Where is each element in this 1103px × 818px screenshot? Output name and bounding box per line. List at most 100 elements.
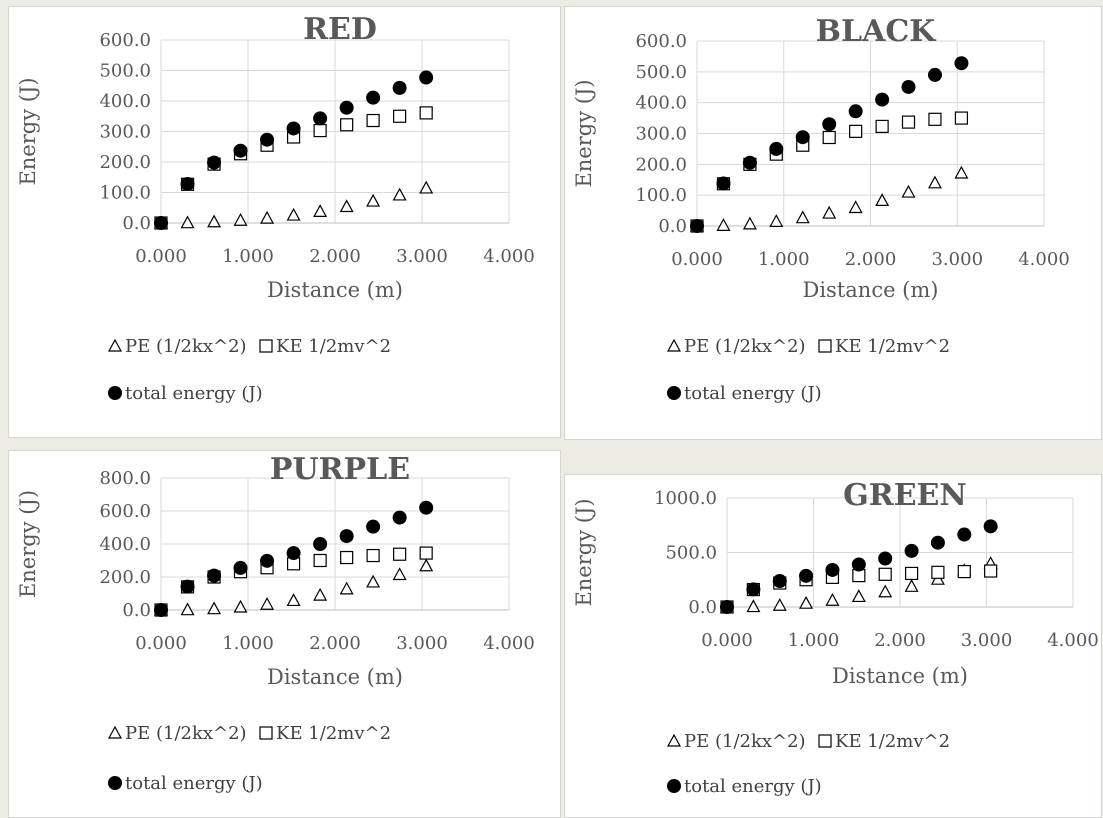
legend: PE (1/2kx^2) KE 1/2mv^2 total energy (J) [107, 723, 391, 794]
total-energy-marker [954, 56, 969, 71]
y-tick-label: 1000.0 [654, 488, 717, 509]
ke-marker [419, 106, 433, 120]
y-tick-label: 100.0 [635, 185, 687, 206]
total-energy-marker [339, 529, 354, 544]
x-tick-label: 4.000 [483, 246, 535, 267]
legend-total-marker [667, 386, 681, 400]
x-tick-label: 0.000 [671, 249, 723, 270]
pe-marker [286, 593, 301, 607]
ke-marker [849, 124, 863, 138]
chart-svg: 0.000 1.000 2.000 3.000 4.000 0.0 200.0 400.0 60… [16, 452, 535, 794]
x-tick-label: 4.000 [1018, 249, 1070, 270]
legend-ke-marker [259, 726, 273, 740]
chart-title: BLACK [816, 14, 937, 49]
pe-marker [366, 193, 381, 207]
pe-marker [904, 579, 919, 592]
legend-ke-label: KE 1/2mv^2 [276, 336, 391, 357]
pe-marker [207, 214, 222, 228]
chart-svg: 0.000 1.000 2.000 3.000 4.000 0.0 500.0 1000.0 G… [572, 478, 1099, 797]
series-pe [153, 180, 434, 229]
pe-marker [799, 595, 814, 609]
x-tick-label: 4.000 [483, 633, 535, 654]
legend-total-label: total energy (J) [684, 776, 822, 797]
total-energy-marker [825, 562, 840, 577]
y-tick-label: 600.0 [99, 501, 151, 522]
x-tick-label: 1.000 [222, 246, 274, 267]
pe-marker [286, 207, 301, 221]
legend-total: total energy (J) [108, 383, 263, 404]
chart-panel-black: 0.000 1.000 2.000 3.000 4.000 0.0 100.0 200.0 30… [564, 6, 1102, 440]
ke-marker [984, 564, 998, 578]
legend-pe-marker [666, 733, 682, 747]
y-tick-label: 400.0 [635, 93, 687, 114]
pe-marker [419, 180, 434, 194]
x-tick-label: 3.000 [396, 246, 448, 267]
ke-marker [393, 547, 407, 561]
series-total-energy [154, 70, 434, 230]
x-tick-label: 0.000 [135, 633, 187, 654]
total-energy-marker [927, 67, 942, 82]
x-tick-label: 1.000 [788, 630, 840, 651]
legend-ke-marker [818, 339, 832, 353]
legend-pe-label: PE (1/2kx^2) [125, 336, 247, 357]
y-tick-label: 0.0 [122, 213, 151, 234]
ke-marker [878, 567, 892, 581]
total-energy-marker [746, 582, 761, 597]
chart-panel-green: 0.000 1.000 2.000 3.000 4.000 0.0 500.0 1000.0 G… [564, 474, 1102, 818]
y-axis-label: Energy (J) [572, 79, 596, 187]
pe-marker [848, 200, 863, 214]
x-tick-label: 2.000 [874, 630, 926, 651]
y-tick-label: 100.0 [99, 183, 151, 204]
series-pe [689, 165, 969, 232]
pe-marker [339, 581, 354, 595]
total-energy-marker [207, 155, 222, 170]
total-energy-marker [720, 600, 734, 614]
pe-marker [954, 165, 969, 179]
total-energy-marker [339, 100, 354, 115]
legend-pe-label: PE (1/2kx^2) [684, 731, 806, 752]
ke-marker [393, 109, 407, 123]
pe-marker [392, 187, 407, 201]
total-energy-marker [799, 568, 814, 583]
total-energy-marker [742, 155, 757, 170]
y-tick-label: 500.0 [665, 543, 717, 564]
legend-ke: KE 1/2mv^2 [259, 336, 391, 357]
legend-total-label: total energy (J) [684, 383, 822, 404]
pe-marker [260, 210, 275, 224]
x-tick-label: 0.000 [135, 246, 187, 267]
ke-marker [340, 118, 354, 132]
series-ke [720, 564, 998, 614]
x-axis-label: Distance (m) [803, 278, 939, 302]
x-tick-label: 1.000 [758, 249, 810, 270]
chart-title: PURPLE [270, 452, 410, 487]
legend-pe: PE (1/2kx^2) [666, 731, 806, 752]
pe-marker [207, 601, 222, 615]
legend-ke: KE 1/2mv^2 [818, 731, 950, 752]
legend: PE (1/2kx^2) KE 1/2mv^2 total energy (J) [666, 336, 950, 404]
pe-marker [313, 587, 328, 601]
legend-pe: PE (1/2kx^2) [107, 723, 247, 744]
y-tick-label: 500.0 [635, 62, 687, 83]
legend-ke-label: KE 1/2mv^2 [835, 336, 950, 357]
total-energy-marker [154, 216, 168, 230]
series-pe [153, 558, 434, 616]
pe-marker [260, 596, 275, 610]
total-energy-marker [286, 121, 301, 136]
pe-marker [875, 193, 890, 207]
y-tick-label: 600.0 [99, 30, 151, 51]
pe-marker [366, 574, 381, 588]
pe-marker [769, 214, 784, 227]
pe-marker [851, 589, 866, 603]
legend-ke-label: KE 1/2mv^2 [835, 731, 950, 752]
y-tick-label: 0.0 [688, 597, 717, 618]
ke-marker [366, 548, 380, 563]
ke-marker [904, 566, 919, 581]
legend-ke-marker [818, 734, 832, 748]
ke-marker [822, 130, 836, 145]
ke-marker [419, 546, 433, 560]
legend-pe-marker [666, 338, 682, 352]
pe-marker [392, 567, 407, 581]
x-axis-label: Distance (m) [832, 664, 968, 688]
y-axis-label: Energy (J) [16, 490, 40, 598]
total-energy-marker [286, 546, 301, 561]
